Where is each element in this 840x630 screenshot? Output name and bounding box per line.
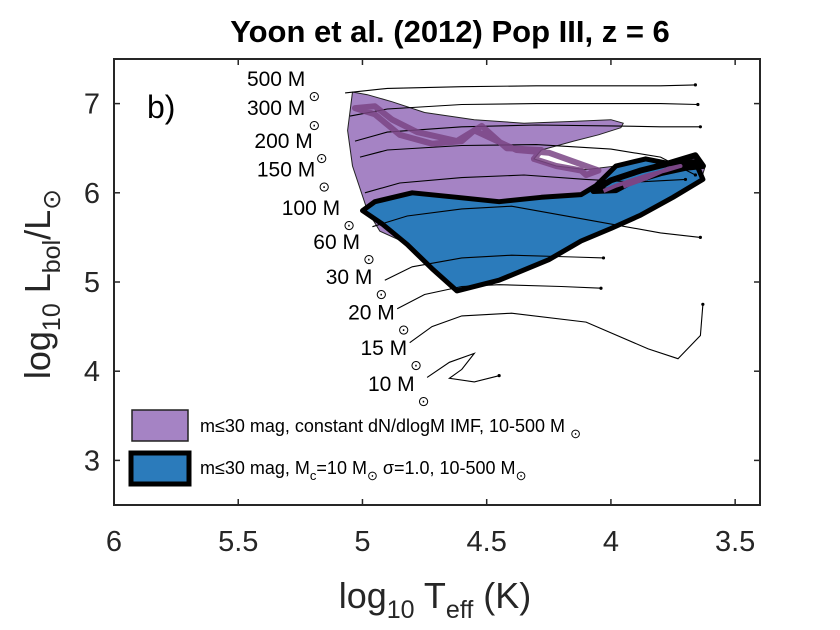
x-tick-label: 6 — [106, 526, 122, 558]
track-end-marker — [698, 235, 702, 239]
track-end-marker — [693, 83, 698, 87]
y-axis-label-sub2: bol — [38, 240, 66, 273]
legend-text-part-1: m≤30 mag, M — [200, 458, 310, 478]
x-tick-label: 3.5 — [715, 526, 755, 558]
track-end-marker — [599, 286, 603, 290]
legend-text-part-3: =10 M — [316, 458, 367, 478]
x-axis-label-mid: T — [415, 575, 446, 616]
track-end-marker — [683, 177, 688, 182]
y-axis-label: log10 Lbol/L⊙ — [17, 189, 66, 379]
mass-label: 20 M — [348, 301, 395, 324]
constant-imf-contour-inner — [602, 164, 683, 193]
y-tick-label: 6 — [84, 178, 100, 210]
sun-icon: ⊙ — [516, 468, 527, 483]
sun-icon: ⊙ — [38, 189, 66, 210]
legend-label-constant-imf: m≤30 mag, constant dN/dlogM IMF, 10-500 … — [200, 416, 581, 441]
y-axis-label-mid: L — [17, 273, 58, 303]
x-tick-label: 5.5 — [218, 526, 258, 558]
x-tick-label: 4 — [603, 526, 619, 558]
track-60-msun — [372, 205, 701, 238]
sun-icon: ⊙ — [318, 180, 330, 196]
sun-icon: ⊙ — [375, 287, 387, 303]
panel-label: b) — [147, 89, 175, 125]
sun-icon: ⊙ — [308, 89, 320, 105]
y-axis-label-main: log — [17, 331, 58, 379]
mass-label: 100 M — [282, 197, 340, 220]
track-300-msun — [349, 103, 698, 117]
mass-label: 60 M — [313, 231, 360, 254]
sun-icon: ⊙ — [410, 358, 422, 374]
mass-label: 200 M — [254, 130, 312, 153]
y-tick-label: 5 — [84, 267, 100, 299]
mass-label: 150 M — [257, 159, 315, 182]
track-end-marker — [601, 256, 606, 260]
sun-icon: ⊙ — [363, 252, 375, 268]
mass-label: 300 M — [247, 97, 305, 120]
x-axis-label-end: (K) — [473, 575, 531, 616]
x-axis-label-sub2: eff — [446, 596, 473, 624]
sun-icon: ⊙ — [398, 322, 410, 338]
sun-icon: ⊙ — [570, 426, 581, 441]
x-tick-label: 4.5 — [467, 526, 507, 558]
mass-labels: 500 M⊙300 M⊙200 M⊙150 M⊙100 M⊙60 M⊙30 M⊙… — [247, 68, 429, 410]
legend-label-lognormal-imf: m≤30 mag, Mc=10 M⊙ σ=1.0, 10-500 M⊙ — [200, 458, 526, 483]
track-500-msun — [345, 84, 696, 94]
track-150-msun — [359, 144, 696, 176]
track-end-marker — [701, 302, 705, 306]
sun-icon: ⊙ — [367, 468, 378, 483]
x-axis-label-main: log — [339, 575, 387, 616]
y-axis-label-sub1: 10 — [38, 303, 66, 331]
track-10-msun — [426, 352, 500, 383]
mass-label: 500 M — [247, 68, 305, 91]
constant-imf-contour — [352, 103, 602, 178]
mass-label: 10 M — [368, 373, 415, 396]
legend-swatch-constant-imf — [131, 409, 189, 442]
sun-icon: ⊙ — [316, 151, 328, 167]
chart-title: Yoon et al. (2012) Pop III, z = 6 — [230, 14, 670, 49]
track-end-marker — [497, 374, 501, 378]
y-tick-label: 7 — [84, 89, 100, 121]
x-axis-label-sub1: 10 — [387, 596, 415, 624]
x-tick-label: 5 — [354, 526, 370, 558]
track-30-msun — [384, 254, 604, 281]
legend-swatch-lognormal-imf — [128, 450, 192, 487]
mass-label: 30 M — [326, 266, 373, 289]
y-axis-label-end: /L — [17, 210, 58, 240]
legend: m≤30 mag, constant dN/dlogM IMF, 10-500 … — [128, 409, 581, 487]
y-tick-label: 4 — [84, 356, 100, 388]
legend-text-part-2: c — [310, 468, 317, 483]
track-200-msun — [354, 124, 701, 142]
axis-ticks: 6 5.5 5 4.5 4 3.5 3 4 5 6 7 — [84, 59, 760, 558]
track-20-msun — [396, 284, 602, 310]
track-end-marker — [693, 173, 698, 177]
track-end-marker — [696, 102, 700, 107]
sun-icon: ⊙ — [308, 118, 320, 134]
track-15-msun — [409, 304, 704, 360]
y-tick-label: 3 — [84, 445, 100, 477]
track-end-marker — [698, 125, 702, 129]
region-outlines — [352, 103, 706, 194]
legend-text-part-5: σ=1.0, 10-500 M — [378, 458, 516, 478]
x-axis-label: log10 Teff (K) — [339, 575, 532, 624]
mass-label: 15 M — [360, 337, 407, 360]
sun-icon: ⊙ — [418, 394, 430, 410]
legend-text-constant-imf: m≤30 mag, constant dN/dlogM IMF, 10-500 … — [200, 416, 565, 436]
sun-icon: ⊙ — [343, 218, 355, 234]
